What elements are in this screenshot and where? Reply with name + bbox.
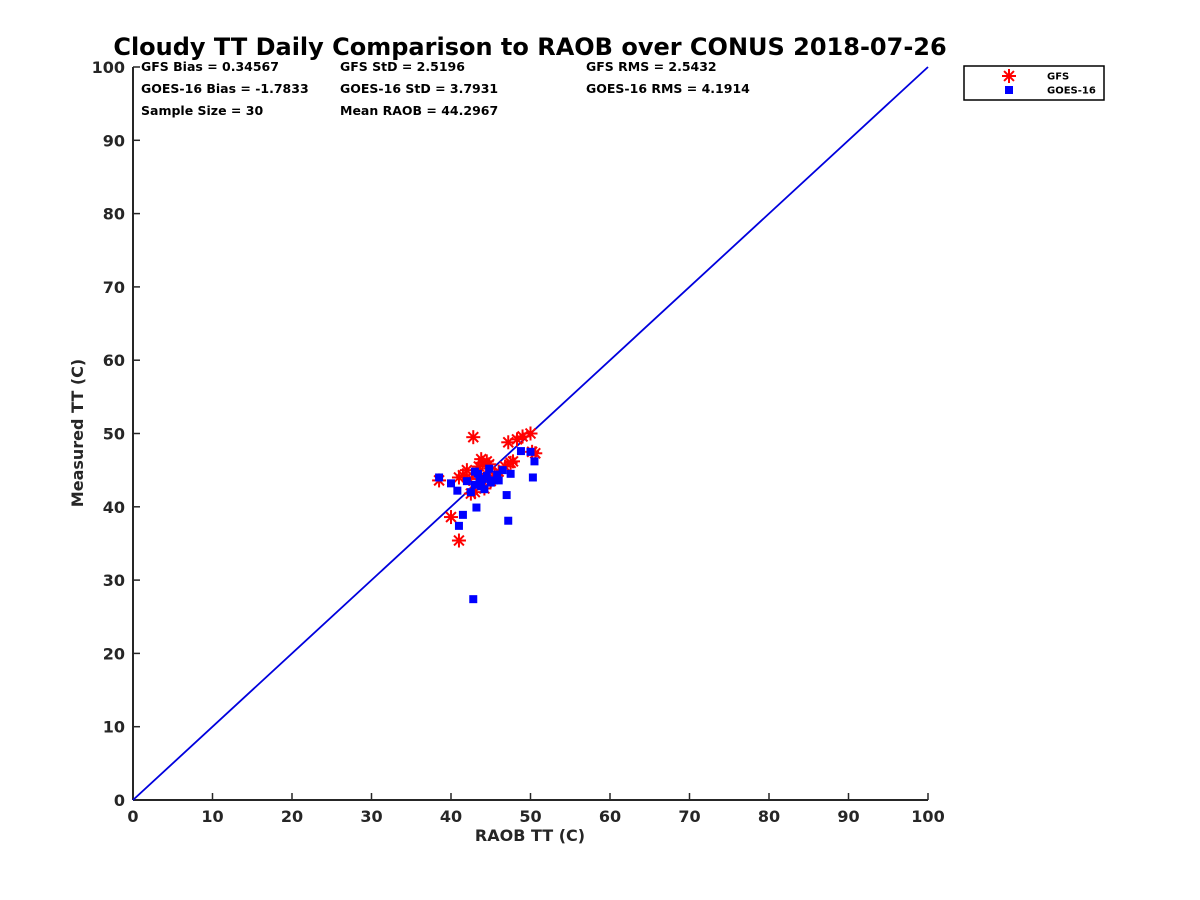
legend-gfs-label: GFS bbox=[1047, 72, 1069, 83]
stat-text: Mean RAOB = 44.2967 bbox=[340, 103, 498, 118]
goes-16-point bbox=[506, 469, 515, 478]
y-tick-label: 80 bbox=[103, 205, 125, 224]
stats-annotations: GFS Bias = 0.34567 GFS StD = 2.5196 GFS RM… bbox=[141, 59, 750, 118]
goes-16-point bbox=[435, 473, 444, 482]
chart-title: Cloudy TT Daily Comparison to RAOB over … bbox=[113, 33, 946, 61]
goes-16-point bbox=[472, 503, 481, 512]
x-tick-label: 70 bbox=[678, 807, 700, 826]
goes-16-point bbox=[453, 486, 462, 495]
y-tick-label: 10 bbox=[103, 718, 125, 737]
y-tick-label: 60 bbox=[103, 351, 125, 370]
goes-16-point bbox=[526, 447, 535, 456]
gfs-point bbox=[466, 430, 481, 445]
legend-goes-16-marker bbox=[1005, 86, 1013, 94]
goes-16-point bbox=[498, 466, 507, 475]
x-tick-label: 10 bbox=[201, 807, 223, 826]
x-tick-label: 100 bbox=[911, 807, 944, 826]
x-tick-label: 40 bbox=[440, 807, 462, 826]
goes-16-point bbox=[493, 470, 502, 479]
goes-16-point bbox=[470, 467, 479, 476]
goes-16-point bbox=[482, 472, 491, 481]
plot-area: 0 10 20 30 40 50 60 70 80 90 100 0 10 20 30 40 50 60 70 80 9… bbox=[92, 58, 945, 826]
gfs-point bbox=[506, 454, 521, 469]
goes-16-point bbox=[504, 516, 513, 525]
x-tick-label: 30 bbox=[360, 807, 382, 826]
x-axis-label: RAOB TT (C) bbox=[475, 826, 585, 845]
goes-16-point bbox=[485, 464, 494, 473]
stat-text: GOES-16 Bias = -1.7833 bbox=[141, 81, 309, 96]
stat-text: GFS StD = 2.5196 bbox=[340, 59, 465, 74]
y-tick-label: 0 bbox=[114, 791, 125, 810]
goes-16-point bbox=[447, 479, 455, 488]
legend-box bbox=[963, 65, 1105, 101]
goes-16-point bbox=[462, 477, 471, 486]
stat-text: GOES-16 StD = 3.7931 bbox=[340, 81, 498, 96]
y-tick-label: 90 bbox=[103, 131, 125, 150]
gfs-point bbox=[451, 533, 466, 548]
goes-16-point bbox=[480, 485, 489, 494]
goes-16-point bbox=[502, 491, 511, 500]
legend-gfs-marker bbox=[1002, 69, 1016, 83]
y-tick-label: 30 bbox=[103, 571, 125, 590]
goes-16-point bbox=[454, 521, 463, 530]
goes-16-point bbox=[466, 488, 475, 497]
goes-16-point bbox=[494, 476, 503, 485]
y-tick-label: 50 bbox=[103, 425, 125, 444]
y-tick-label: 70 bbox=[103, 278, 125, 297]
goes-16-point bbox=[528, 473, 537, 482]
y-tick-label: 40 bbox=[103, 498, 125, 517]
x-tick-label: 90 bbox=[837, 807, 859, 826]
goes-16-point bbox=[530, 457, 539, 466]
x-tick-label: 50 bbox=[519, 807, 541, 826]
stat-text: Sample Size = 30 bbox=[141, 103, 263, 118]
x-tick-label: 80 bbox=[758, 807, 780, 826]
goes-16-point bbox=[489, 476, 498, 485]
goes-16-point bbox=[469, 595, 478, 604]
y-tick-label: 100 bbox=[92, 58, 125, 77]
x-tick-label: 0 bbox=[127, 807, 138, 826]
legend: GFS GOES-16 bbox=[963, 65, 1105, 101]
goes-16-point bbox=[458, 510, 467, 519]
x-tick-label: 20 bbox=[281, 807, 303, 826]
goes-16-point bbox=[470, 480, 479, 489]
goes-16-point bbox=[516, 447, 525, 456]
x-tick-label: 60 bbox=[599, 807, 621, 826]
gfs-point bbox=[523, 426, 538, 441]
stat-text: GOES-16 RMS = 4.1914 bbox=[586, 81, 750, 96]
gfs-point bbox=[444, 510, 458, 525]
stat-text: GFS Bias = 0.34567 bbox=[141, 59, 279, 74]
legend-goes-16-label: GOES-16 bbox=[1047, 86, 1096, 97]
y-axis-label: Measured TT (C) bbox=[68, 359, 87, 507]
stat-text: GFS RMS = 2.5432 bbox=[586, 59, 717, 74]
y-tick-label: 20 bbox=[103, 644, 125, 663]
